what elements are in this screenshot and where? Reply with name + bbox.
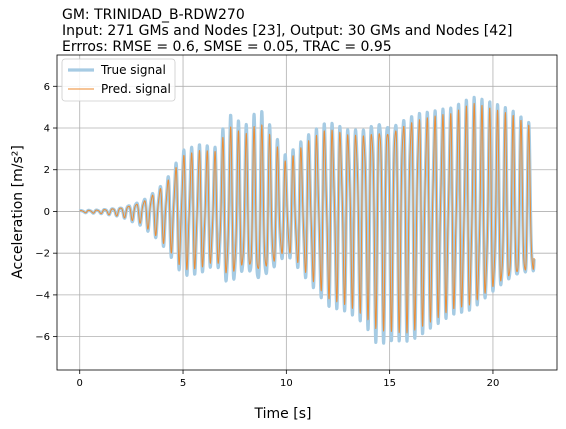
series-layer: [78, 95, 536, 345]
plot-frame: [56, 54, 558, 371]
y-tick-label: 4: [44, 124, 50, 135]
x-tick-label: 15: [383, 378, 396, 389]
y-tick-label: −6: [35, 332, 50, 343]
y-tick-label: 2: [44, 165, 50, 176]
y-tick-label: 6: [44, 82, 50, 93]
plot-area: 0 5 10 15 20 −6 −4 −2 0 2 4 6: [35, 54, 558, 389]
title-line-2: Input: 271 GMs and Nodes [23], Output: 3…: [62, 23, 513, 39]
legend-label-pred-signal: Pred. signal: [101, 82, 171, 96]
y-tick-label: −2: [35, 249, 50, 260]
x-tick-label: 10: [280, 378, 293, 389]
x-ticks: 0 5 10 15 20: [77, 370, 500, 389]
x-tick-label: 20: [487, 378, 500, 389]
pred-signal-line: [79, 102, 535, 334]
y-tick-label: 0: [44, 207, 50, 218]
legend: True signal Pred. signal: [61, 58, 176, 102]
y-axis-label: Acceleration [m/s²]: [10, 145, 26, 279]
legend-label-true-signal: True signal: [100, 63, 166, 77]
x-axis-label: Time [s]: [254, 406, 312, 422]
y-tick-label: −4: [35, 290, 50, 301]
title-line-3: Errros: RMSE = 0.6, SMSE = 0.05, TRAC = …: [62, 39, 392, 55]
y-ticks: −6 −4 −2 0 2 4 6: [35, 82, 57, 343]
title-line-1: GM: TRINIDAD_B-RDW270: [62, 7, 245, 23]
chart-title: GM: TRINIDAD_B-RDW270 Input: 271 GMs and…: [62, 7, 513, 55]
x-tick-label: 5: [180, 378, 186, 389]
x-tick-label: 0: [77, 378, 83, 389]
